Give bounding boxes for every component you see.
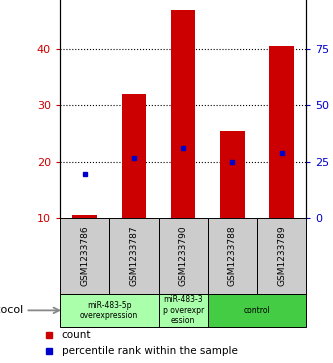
Text: miR-483-3
p overexpr
ession: miR-483-3 p overexpr ession — [163, 295, 204, 325]
Text: GSM1233788: GSM1233788 — [228, 225, 237, 286]
Text: miR-483-5p
overexpression: miR-483-5p overexpression — [80, 301, 138, 320]
Bar — [159, 294, 208, 327]
Bar — [60, 218, 109, 294]
Bar — [109, 218, 159, 294]
Text: control: control — [244, 306, 270, 315]
Text: percentile rank within the sample: percentile rank within the sample — [62, 346, 237, 356]
Bar — [122, 94, 146, 218]
Text: GSM1233787: GSM1233787 — [129, 225, 139, 286]
Text: GSM1233790: GSM1233790 — [178, 225, 188, 286]
Text: GSM1233786: GSM1233786 — [80, 225, 89, 286]
Text: protocol: protocol — [0, 305, 23, 315]
Bar — [208, 294, 306, 327]
Bar — [171, 9, 195, 218]
Bar — [269, 46, 294, 218]
Bar — [60, 294, 159, 327]
Bar — [159, 218, 208, 294]
Text: GSM1233789: GSM1233789 — [277, 225, 286, 286]
Bar — [208, 218, 257, 294]
Bar — [72, 215, 97, 218]
Text: count: count — [62, 330, 91, 340]
Bar — [257, 218, 306, 294]
Bar — [220, 131, 245, 218]
